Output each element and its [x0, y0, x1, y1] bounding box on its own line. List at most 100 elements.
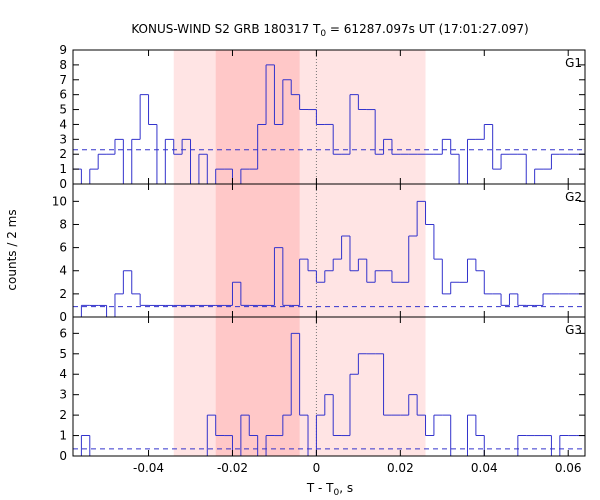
histogram-bin	[106, 305, 115, 318]
histogram-bin	[492, 124, 502, 170]
y-tick-label: 6	[59, 88, 67, 102]
histogram-bin	[357, 353, 367, 375]
histogram-bin	[299, 94, 309, 111]
chart-title: KONUS-WIND S2 GRB 180317 T0 = 61287.097s…	[131, 22, 528, 39]
histogram-bin	[299, 333, 309, 416]
histogram-bin	[466, 258, 476, 283]
histogram-bin	[265, 64, 275, 125]
histogram-bin	[324, 270, 334, 283]
y-tick-label: 8	[59, 58, 67, 72]
histogram-bin	[483, 123, 493, 140]
y-tick-label: 0	[59, 177, 67, 191]
histogram-bin	[517, 435, 527, 456]
histogram-bin	[290, 79, 300, 96]
panel-g2: 0 2 4 6 8 10 G2	[52, 183, 586, 324]
histogram-bin	[206, 414, 216, 456]
panel-g3: 0 1 2 3 4 5 6 G3	[59, 316, 586, 463]
y-tick-label: 6	[59, 326, 67, 340]
x-tick-label: 0.06	[555, 461, 582, 475]
x-tick-label: 0	[313, 461, 321, 475]
y-tick-label: 3	[59, 388, 67, 402]
histogram-bin	[299, 258, 309, 306]
histogram-bin	[240, 414, 250, 456]
y-tick-label: 3	[59, 132, 67, 146]
histogram-bin	[257, 123, 267, 170]
histogram-bin	[525, 154, 535, 185]
histogram-bin	[366, 259, 376, 283]
histogram-bin	[282, 79, 292, 125]
histogram-bin	[131, 270, 141, 295]
histogram-bin	[500, 153, 510, 170]
histogram-bin	[534, 168, 544, 184]
histogram-bin	[466, 138, 476, 184]
panel-label: G2	[565, 190, 582, 204]
histogram-g2	[73, 200, 585, 318]
histogram-bin	[391, 270, 401, 283]
histogram-bin	[357, 258, 367, 271]
x-tick-label: 0.04	[471, 461, 498, 475]
y-tick-label: 7	[59, 73, 67, 87]
histogram-bin	[450, 415, 460, 457]
histogram-bin	[416, 394, 426, 416]
histogram-bin	[458, 154, 468, 185]
histogram-bin	[475, 259, 485, 272]
x-tick-labels: -0.04 -0.02 0 0.02 0.04 0.06	[133, 461, 582, 475]
y-tick-label: 1	[59, 162, 67, 176]
y-tick-label: 0	[59, 449, 67, 463]
histogram-bin	[89, 435, 99, 457]
histogram-bin	[114, 293, 124, 317]
histogram-bin	[433, 414, 443, 436]
histogram-bin	[374, 109, 384, 155]
histogram-bin	[139, 293, 149, 306]
histogram-bin	[173, 139, 183, 155]
y-tick-label: 1	[59, 429, 67, 443]
histogram-bin	[483, 270, 493, 295]
histogram-bin	[156, 124, 166, 185]
histogram-bin	[433, 224, 443, 260]
histogram-bin	[215, 415, 225, 437]
histogram-bin	[139, 94, 149, 140]
histogram-bin	[273, 247, 283, 306]
histogram-bin	[550, 153, 560, 170]
histogram-bin	[231, 281, 241, 306]
panel-label: G1	[565, 56, 582, 70]
histogram-bin	[408, 394, 418, 416]
y-tick-label: 2	[59, 147, 67, 161]
y-tick-label: 4	[59, 117, 67, 131]
y-tick-label: 5	[59, 347, 67, 361]
histogram-bin	[475, 415, 485, 437]
x-tick-label: -0.02	[217, 461, 248, 475]
histogram-bin	[148, 94, 157, 125]
histogram-bin	[441, 259, 451, 295]
histogram-bin	[332, 394, 342, 437]
histogram-bin	[441, 138, 451, 155]
histogram-bin	[80, 169, 90, 185]
y-tick-label: 8	[59, 217, 67, 231]
y-tick-label: 2	[59, 287, 67, 301]
histogram-bin	[425, 415, 434, 437]
panel-frame	[72, 316, 586, 457]
histogram-bin	[425, 201, 434, 225]
y-tick-label: 6	[59, 241, 67, 255]
histogram-bin	[122, 270, 132, 294]
histogram-bin	[248, 415, 258, 437]
peak-region	[215, 50, 300, 456]
histogram-bin	[466, 414, 476, 456]
histogram-bin	[349, 94, 359, 155]
y-tick-label: 0	[59, 310, 67, 324]
histogram-bin	[450, 139, 460, 155]
histogram-bin	[341, 235, 350, 260]
histogram-bin	[80, 304, 90, 317]
histogram-bin	[332, 258, 342, 271]
histogram-bin	[122, 139, 132, 185]
histogram-bin	[374, 270, 384, 283]
histogram-bin	[114, 138, 124, 155]
y-tick-label: 9	[59, 43, 67, 57]
y-tick-label: 2	[59, 408, 67, 422]
panel-label: G3	[565, 323, 582, 337]
histogram-bin	[164, 138, 174, 184]
histogram-bin	[89, 168, 99, 184]
histogram-bin	[265, 435, 275, 456]
histogram-bin	[383, 138, 392, 155]
